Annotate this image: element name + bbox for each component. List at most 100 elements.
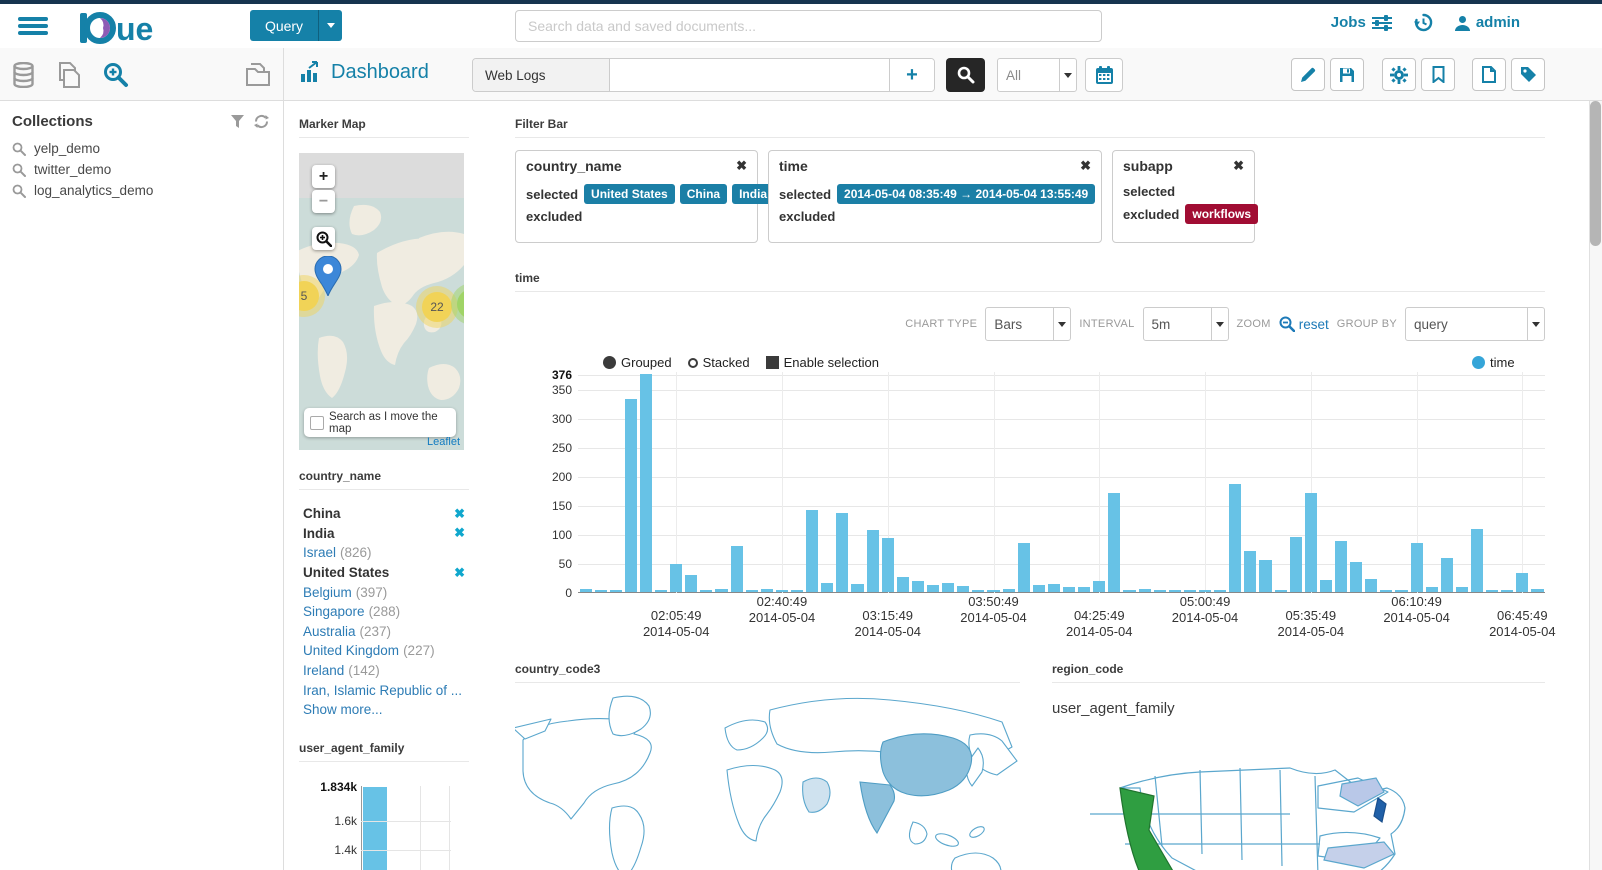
chart-bar[interactable] <box>1093 580 1106 592</box>
group-by-select[interactable]: query <box>1405 307 1545 341</box>
chart-bar[interactable] <box>1304 492 1317 592</box>
hamburger-menu-icon[interactable] <box>18 14 48 39</box>
dashboard-query-input[interactable] <box>610 59 889 91</box>
chart-bar[interactable] <box>1380 590 1393 592</box>
facet-value-link[interactable]: Ireland <box>303 663 345 679</box>
chart-bar[interactable] <box>896 576 909 592</box>
chart-bar[interactable] <box>730 546 743 592</box>
chart-bar[interactable] <box>700 590 713 592</box>
time-range-button[interactable] <box>1085 58 1123 92</box>
map-marker-pin[interactable] <box>314 256 342 296</box>
chart-bar[interactable] <box>1108 493 1121 592</box>
database-icon[interactable] <box>12 61 35 88</box>
marker-map[interactable]: + − 5 22 2 Search as I move the map Leaf… <box>299 153 464 450</box>
chart-bar[interactable] <box>1455 587 1468 592</box>
chart-bar[interactable] <box>1365 578 1378 592</box>
new-document-button[interactable] <box>1472 58 1506 91</box>
facet-value-link[interactable]: India <box>303 525 335 541</box>
chart-bar[interactable] <box>1531 588 1544 592</box>
chart-bar[interactable] <box>851 584 864 592</box>
map-cluster[interactable]: 22 <box>416 286 458 328</box>
zoom-search-icon[interactable] <box>103 62 129 88</box>
chart-bar[interactable] <box>942 582 955 592</box>
series-legend[interactable]: time <box>1472 355 1515 370</box>
collection-item[interactable]: twitter_demo <box>0 159 283 180</box>
chart-bar[interactable] <box>866 529 879 592</box>
map-zoom-box-button[interactable] <box>312 227 335 250</box>
chart-bar[interactable] <box>1501 590 1514 592</box>
filter-funnel-icon[interactable] <box>231 115 244 128</box>
facet-value-link[interactable]: United States <box>303 565 390 581</box>
legend-enable-selection[interactable]: Enable selection <box>765 355 879 370</box>
search-as-move-checkbox[interactable] <box>310 415 324 430</box>
facet-value-link[interactable]: Israel <box>303 545 337 561</box>
leaflet-attribution-link[interactable]: Leaflet <box>426 436 460 448</box>
bookmark-button[interactable] <box>1421 58 1455 91</box>
zoom-reset-link[interactable]: reset <box>1298 316 1329 332</box>
history-button[interactable] <box>1413 13 1433 32</box>
chart-bar[interactable] <box>1440 558 1453 592</box>
us-states-map-chart[interactable] <box>1090 726 1450 870</box>
chart-bar[interactable] <box>715 589 728 592</box>
chart-bar[interactable] <box>972 590 985 592</box>
facet-remove-icon[interactable]: ✖ <box>454 564 465 580</box>
query-button[interactable]: Query <box>250 10 342 41</box>
map-cluster[interactable]: 2 <box>451 283 464 325</box>
chart-bar[interactable] <box>927 585 940 592</box>
execute-search-button[interactable] <box>946 58 985 92</box>
chart-bar[interactable] <box>1470 528 1484 592</box>
global-search-input[interactable] <box>515 10 1102 42</box>
chart-bar[interactable] <box>624 398 637 592</box>
chart-bar[interactable] <box>791 590 804 592</box>
facet-value-link[interactable]: United Kingdom <box>303 643 400 659</box>
chart-bar[interactable] <box>1153 590 1166 592</box>
chart-bar[interactable] <box>1410 542 1423 592</box>
chart-bar[interactable] <box>1214 590 1227 592</box>
map-zoom-out-button[interactable]: − <box>312 190 335 213</box>
query-dropdown-caret[interactable] <box>318 10 342 41</box>
chart-bar[interactable] <box>685 575 698 592</box>
chart-bar[interactable] <box>639 374 653 592</box>
scope-select[interactable]: All <box>997 58 1077 92</box>
mini-chart-bar[interactable] <box>363 787 387 870</box>
facet-remove-icon[interactable]: ✖ <box>454 505 465 521</box>
chart-bar[interactable] <box>1244 551 1257 592</box>
legend-grouped[interactable]: Grouped <box>603 355 672 370</box>
refresh-icon[interactable] <box>254 114 269 129</box>
chart-bar[interactable] <box>1334 540 1348 592</box>
facet-value-link[interactable]: Singapore <box>303 604 365 620</box>
chart-bar[interactable] <box>1319 579 1332 592</box>
folder-icon[interactable] <box>245 62 271 88</box>
chart-bar[interactable] <box>806 509 819 592</box>
close-icon[interactable]: ✖ <box>1233 158 1244 173</box>
chart-bar[interactable] <box>1183 590 1196 592</box>
chart-bar[interactable] <box>1002 588 1015 592</box>
settings-button[interactable] <box>1382 58 1416 91</box>
chart-bar[interactable] <box>1259 560 1272 592</box>
chart-bar[interactable] <box>655 590 668 592</box>
chart-bar[interactable] <box>594 590 607 592</box>
vertical-scrollbar[interactable] <box>1589 101 1602 870</box>
chart-bar[interactable] <box>670 564 683 592</box>
chart-bar[interactable] <box>1274 590 1287 592</box>
chart-bar[interactable] <box>1047 583 1060 592</box>
facet-show-more-link[interactable]: Show more... <box>303 702 383 718</box>
facet-value-link[interactable]: China <box>303 506 341 522</box>
close-icon[interactable]: ✖ <box>1080 158 1091 173</box>
chart-bar[interactable] <box>1289 536 1302 592</box>
close-icon[interactable]: ✖ <box>736 158 747 173</box>
chart-bar[interactable] <box>1032 585 1045 592</box>
chart-bar[interactable] <box>911 580 925 592</box>
collection-item[interactable]: log_analytics_demo <box>0 180 283 201</box>
add-widget-button[interactable]: + <box>889 59 934 91</box>
chart-bar[interactable] <box>1168 589 1181 592</box>
collection-item[interactable]: yelp_demo <box>0 138 283 159</box>
chart-bar[interactable] <box>775 590 789 592</box>
documents-copy-icon[interactable] <box>57 61 81 88</box>
facet-value-link[interactable]: Iran, Islamic Republic of ... <box>303 682 463 698</box>
chart-bar[interactable] <box>1229 484 1242 592</box>
collection-name-addon[interactable]: Web Logs <box>473 59 610 91</box>
save-dashboard-button[interactable] <box>1330 58 1364 91</box>
tags-button[interactable] <box>1511 58 1545 91</box>
chart-bar[interactable] <box>1138 589 1151 592</box>
